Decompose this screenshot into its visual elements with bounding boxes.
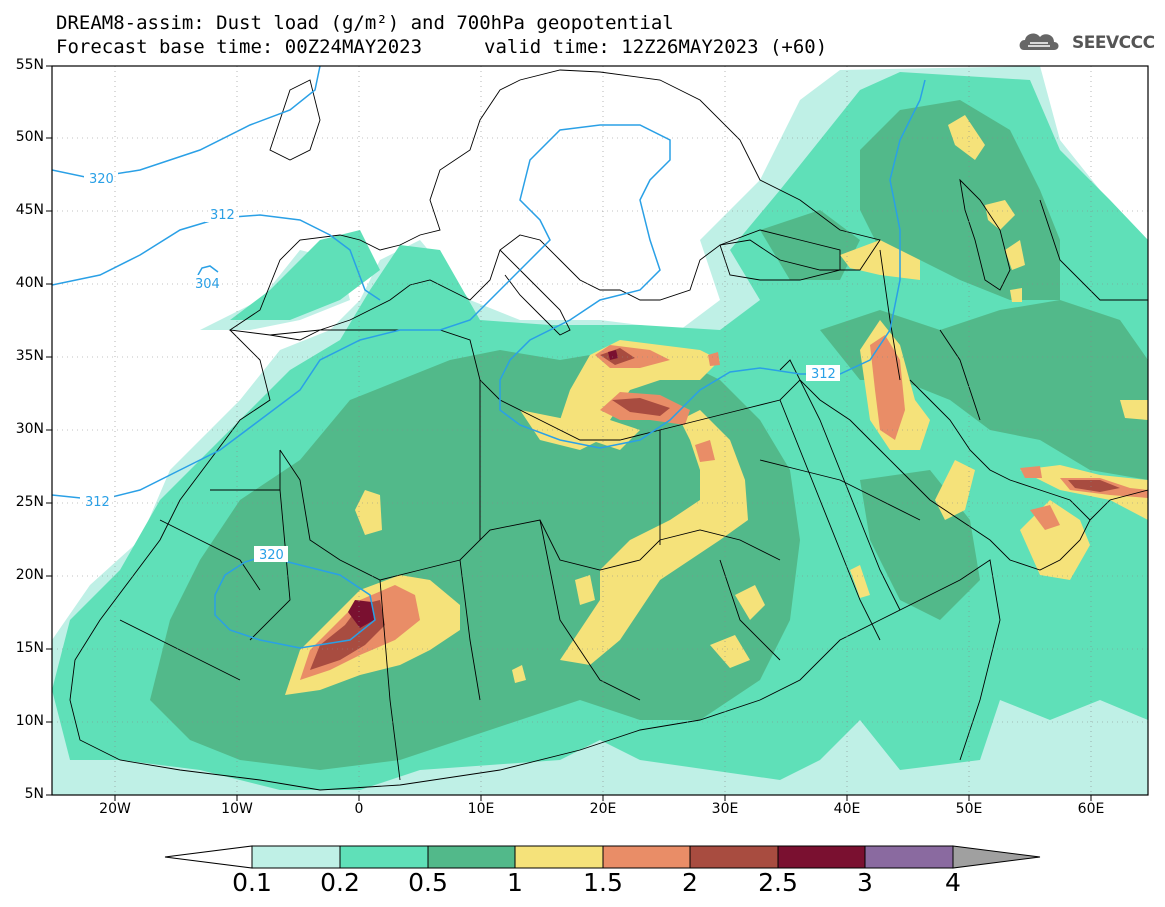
contour-304 (197, 265, 219, 276)
lon-label-20w: 20W (99, 801, 131, 817)
colorbar-label-1: 1 (507, 868, 523, 897)
colorbar-bin-7 (777, 845, 866, 869)
contour-label-5: 320 (259, 548, 284, 563)
valid-time: valid time: 12Z26MAY2023 (+60) (484, 36, 828, 58)
colorbar-bin-2 (339, 845, 429, 869)
lon-label-50e: 50E (955, 801, 983, 817)
map-title: DREAM8-assim: Dust load (g/m²) and 700hP… (56, 12, 674, 34)
colorbar-label-0.2: 0.2 (320, 868, 360, 897)
contour-312-north (52, 214, 381, 301)
lon-label-30e: 30E (711, 801, 739, 817)
colorbar-label-3: 3 (857, 868, 873, 897)
contour-labels: 320 312 304 312 320 312 (80, 170, 840, 563)
colorbar-label-2.5: 2.5 (758, 868, 798, 897)
forecast-base-time: Forecast base time: 00Z24MAY2023 (56, 36, 423, 58)
lat-label-10n: 10N (15, 713, 44, 729)
contour-label-4: 312 (85, 495, 110, 510)
lat-label-45n: 45N (15, 202, 44, 218)
cloud-logo-icon (1019, 33, 1059, 50)
lat-label-55n: 55N (15, 57, 44, 73)
lon-label-20e: 20E (589, 801, 617, 817)
lat-label-15n: 15N (15, 640, 44, 656)
lat-label-50n: 50N (15, 129, 44, 145)
contour-label-6: 312 (811, 367, 836, 382)
lat-label-35n: 35N (15, 348, 44, 364)
axis-ticks (46, 65, 1092, 801)
lat-label-5n: 5N (24, 786, 44, 802)
colorbar-label-4: 4 (945, 868, 961, 897)
colorbar-bin-8 (864, 845, 954, 869)
lat-label-40n: 40N (15, 275, 44, 291)
colorbar-label-0.5: 0.5 (408, 868, 448, 897)
lon-label-0: 0 (354, 801, 364, 817)
lon-label-10w: 10W (221, 801, 253, 817)
contour-label-2: 312 (210, 208, 235, 223)
lon-label-60e: 60E (1077, 801, 1105, 817)
lat-label-20n: 20N (15, 567, 44, 583)
lat-label-25n: 25N (15, 494, 44, 510)
colorbar-label-1.5: 1.5 (583, 868, 623, 897)
colorbar-bin-6 (689, 845, 779, 869)
colorbar-label-2: 2 (682, 868, 698, 897)
colorbar (164, 845, 1041, 869)
lon-label-10e: 10E (467, 801, 495, 817)
colorbar-left-arrow (164, 845, 253, 869)
lat-label-30n: 30N (15, 421, 44, 437)
colorbar-bin-4 (514, 845, 604, 869)
contour-320-south (214, 555, 376, 649)
colorbar-right-arrow (952, 845, 1041, 869)
contour-label-1: 320 (89, 172, 114, 187)
colorbar-bin-1 (251, 845, 341, 869)
lon-label-40e: 40E (833, 801, 861, 817)
colorbar-bin-3 (427, 845, 516, 869)
contour-label-3: 304 (195, 277, 220, 292)
colorbar-label-0.1: 0.1 (232, 868, 272, 897)
dust-band-2.5 (348, 600, 374, 628)
colorbar-bin-5 (602, 845, 691, 869)
logo-text: SEEVCCC (1072, 33, 1155, 53)
